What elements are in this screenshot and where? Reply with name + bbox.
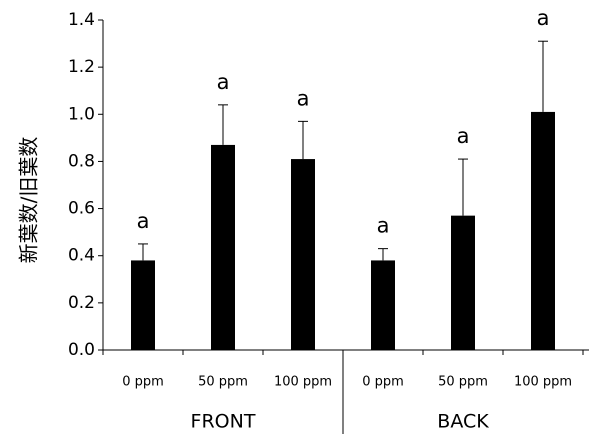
y-tick-label: 1.2 <box>68 57 95 77</box>
annotation: a <box>457 124 470 148</box>
y-tick-label: 0.4 <box>68 246 95 266</box>
y-tick-label: 0.6 <box>68 199 95 219</box>
bar <box>531 111 555 350</box>
y-tick-label: 0.2 <box>68 293 95 313</box>
x-tick-label: 0 ppm <box>362 375 404 390</box>
bar <box>211 144 235 350</box>
annotation: a <box>537 6 550 30</box>
y-tick-label: 0.0 <box>68 340 95 360</box>
annotation: a <box>297 86 310 110</box>
x-tick-label: 50 ppm <box>438 375 488 390</box>
annotation: a <box>217 70 230 94</box>
y-tick-label: 1.4 <box>68 10 95 30</box>
annotation: a <box>137 209 150 233</box>
x-tick-label: 100 ppm <box>274 375 332 390</box>
x-tick-label: 100 ppm <box>514 375 572 390</box>
y-tick-label: 1.0 <box>68 104 95 124</box>
group-label: BACK <box>437 411 489 433</box>
bar <box>371 260 395 350</box>
bar <box>131 260 155 350</box>
x-tick-label: 50 ppm <box>198 375 248 390</box>
group-label: FRONT <box>191 411 256 433</box>
bar <box>291 159 315 350</box>
annotation: a <box>377 214 390 238</box>
bar <box>451 215 475 350</box>
x-tick-label: 0 ppm <box>122 375 164 390</box>
y-axis-label: 新葉数/旧葉数 <box>17 137 41 264</box>
y-tick-label: 0.8 <box>68 151 95 171</box>
